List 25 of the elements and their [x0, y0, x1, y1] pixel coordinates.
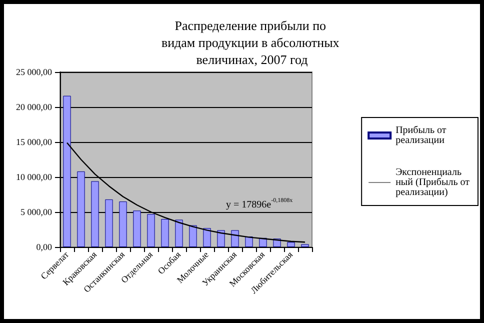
y-tick-label: 0,00: [36, 242, 52, 252]
bar: [245, 236, 253, 247]
bar: [287, 242, 295, 247]
bar: [133, 210, 141, 247]
bar: [161, 219, 169, 247]
bar: [175, 220, 183, 247]
bar: [203, 228, 211, 247]
y-tick-label: 20 000,00: [16, 102, 52, 112]
bar: [301, 244, 309, 247]
bar: [189, 225, 197, 247]
bar: [119, 202, 127, 247]
bar: [105, 199, 113, 247]
legend-label: Прибыль от реализации: [396, 125, 449, 146]
y-tick-label: 15 000,00: [16, 137, 52, 147]
bar: [77, 171, 85, 247]
y-tick-label: 25 000,00: [16, 67, 52, 77]
bar: [231, 230, 239, 247]
legend-label: Экспоненциальный (Прибыль от реализации): [396, 167, 472, 198]
bar: [91, 181, 99, 247]
bar: [217, 230, 225, 247]
y-tick-label: 5 000,00: [20, 207, 52, 217]
bar: [147, 214, 155, 247]
bar: [63, 96, 71, 247]
chart-title: Распределение прибыли по видам продукции в абсолютных величинах, 2007 год: [161, 18, 343, 67]
y-tick-label: 10 000,00: [16, 172, 52, 182]
